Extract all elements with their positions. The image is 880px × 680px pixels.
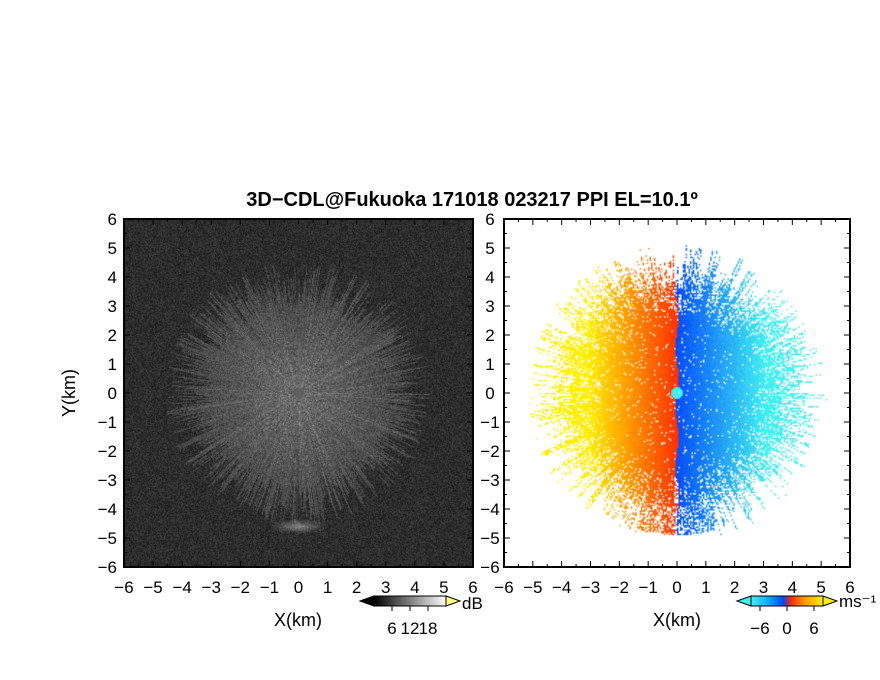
x-tick-label: −5 <box>523 578 542 597</box>
colorbar-tick-label: 12 <box>401 619 420 638</box>
colorbar-tick-label: 6 <box>387 619 396 638</box>
velocity-x-tick-labels: −6 −5 −4 −3 −2 −1 0 1 2 3 4 5 6 <box>494 578 854 597</box>
x-tick-label: 1 <box>323 578 332 597</box>
y-tick-label: −5 <box>98 529 117 548</box>
x-tick-label: 2 <box>352 578 361 597</box>
colorbar-tick-label: −6 <box>750 619 769 638</box>
x-tick-label: −2 <box>610 578 629 597</box>
x-tick-label: 0 <box>672 578 681 597</box>
reflectivity-colorbar-right-arrow <box>445 595 462 607</box>
y-tick-label-mid: −5 <box>480 529 499 548</box>
y-tick-label: 0 <box>108 384 117 403</box>
y-tick-label-mid: 1 <box>485 355 494 374</box>
x-tick-label: −6 <box>494 578 513 597</box>
colorbar-tick-label: 18 <box>419 619 438 638</box>
reflectivity-x-axis-label: X(km) <box>274 610 322 630</box>
y-tick-label-mid: −1 <box>480 413 499 432</box>
y-tick-label-mid: 4 <box>485 268 494 287</box>
reflectivity-colorbar-ticks: 6 12 18 <box>387 606 437 638</box>
chart-title: 3D−CDL@Fukuoka 171018 023217 PPI EL=10.1… <box>246 189 698 211</box>
x-tick-label: −3 <box>581 578 600 597</box>
x-tick-label: 0 <box>294 578 303 597</box>
x-tick-label: −3 <box>202 578 221 597</box>
reflectivity-x-tick-labels: −6 −5 −4 −3 −2 −1 0 1 2 3 4 5 6 <box>114 578 477 597</box>
y-tick-label-mid: −6 <box>480 558 499 577</box>
velocity-panel: −6 −5 −4 −3 −2 −1 0 1 2 3 4 5 6 X(km) <box>494 218 855 630</box>
velocity-colorbar-ticks: −6 0 6 <box>750 606 819 638</box>
reflectivity-y-axis-label: Y(km) <box>59 369 79 417</box>
y-tick-label-mid: 3 <box>485 297 494 316</box>
reflectivity-colorbar-bar <box>373 595 447 607</box>
velocity-ticks <box>503 218 851 568</box>
reflectivity-colorbar: 6 12 18 dB <box>358 594 483 638</box>
y-tick-label: 5 <box>108 239 117 258</box>
y-tick-label-mid: 5 <box>485 239 494 258</box>
x-tick-label: −5 <box>143 578 162 597</box>
y-tick-label-mid: 6 <box>485 210 494 229</box>
x-tick-label: 4 <box>788 578 797 597</box>
y-tick-label: 2 <box>108 326 117 345</box>
velocity-image <box>504 219 850 567</box>
x-tick-label: 1 <box>701 578 710 597</box>
x-tick-label: 3 <box>381 578 390 597</box>
x-tick-label: 5 <box>816 578 825 597</box>
y-tick-label-mid: −3 <box>480 471 499 490</box>
y-tick-label-mid: −4 <box>480 500 499 519</box>
reflectivity-panel: −6 −5 −4 −3 −2 −1 0 1 2 3 4 5 6 6543210−1−2−3−4−5−66… <box>59 210 500 630</box>
x-tick-label: 3 <box>759 578 768 597</box>
reflectivity-ticks <box>123 218 474 568</box>
x-tick-label: −4 <box>172 578 191 597</box>
y-tick-label: 3 <box>108 297 117 316</box>
y-tick-label: −3 <box>98 471 117 490</box>
velocity-colorbar-unit: ms⁻¹ <box>839 592 877 611</box>
x-tick-label: 4 <box>410 578 419 597</box>
x-tick-label: −4 <box>552 578 571 597</box>
y-tick-label: 4 <box>108 268 117 287</box>
x-tick-label: −1 <box>638 578 657 597</box>
y-tick-label: −2 <box>98 442 117 461</box>
y-tick-label: −1 <box>98 413 117 432</box>
velocity-colorbar-right-arrow <box>822 595 839 607</box>
colorbar-tick-label: 0 <box>782 619 791 638</box>
y-tick-label: −4 <box>98 500 117 519</box>
colorbar-tick-label: 6 <box>809 619 818 638</box>
reflectivity-colorbar-left-arrow <box>358 595 375 607</box>
velocity-x-axis-label: X(km) <box>653 610 701 630</box>
x-tick-label: −1 <box>260 578 279 597</box>
y-tick-label-mid: −2 <box>480 442 499 461</box>
y-tick-label: 1 <box>108 355 117 374</box>
y-tick-label: 6 <box>108 210 117 229</box>
y-tick-label-mid: 2 <box>485 326 494 345</box>
velocity-colorbar: −6 0 6 ms⁻¹ <box>735 592 877 638</box>
reflectivity-y-tick-labels: 6 5 4 3 2 1 0 −1 −2 −3 −4 −5 −6 6 5 4 3 2 1 0 −1 −2 −3 −4 −5 −6 <box>98 210 500 577</box>
x-tick-label: 6 <box>468 578 477 597</box>
x-tick-label: 2 <box>730 578 739 597</box>
y-tick-label-mid: 0 <box>485 384 494 403</box>
reflectivity-colorbar-unit: dB <box>462 594 483 613</box>
x-tick-label: −6 <box>114 578 133 597</box>
velocity-colorbar-bar <box>750 595 824 607</box>
y-tick-label: −6 <box>98 558 117 577</box>
reflectivity-image <box>124 219 473 567</box>
velocity-colorbar-left-arrow <box>735 595 752 607</box>
x-tick-label: 6 <box>845 578 854 597</box>
x-tick-label: 5 <box>439 578 448 597</box>
x-tick-label: −2 <box>231 578 250 597</box>
